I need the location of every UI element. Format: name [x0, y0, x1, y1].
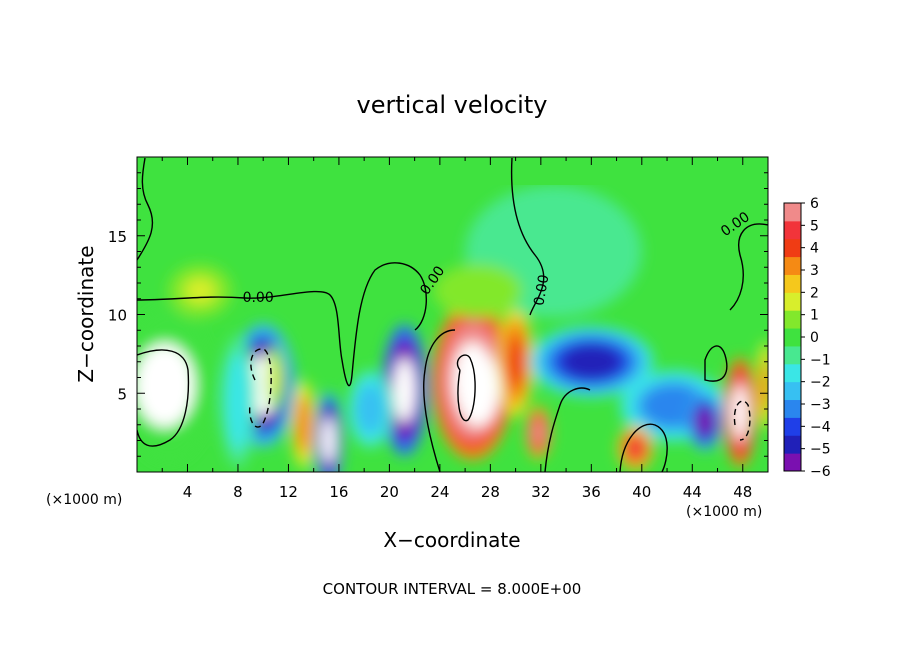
velocity-cell	[626, 437, 645, 460]
velocity-cell	[271, 361, 281, 394]
y-axis-label: Z−coordinate	[74, 245, 98, 382]
colorbar-swatch	[784, 203, 801, 222]
velocity-cell	[761, 363, 768, 407]
x-tick-label: 20	[380, 483, 399, 501]
colorbar-tick-label: −2	[810, 375, 831, 391]
colorbar-swatch	[784, 345, 801, 365]
contour-line	[619, 423, 668, 472]
contour-line	[422, 329, 456, 472]
x-unit-right: (×1000 m)	[686, 504, 762, 520]
velocity-cell	[561, 344, 622, 379]
contour-line	[137, 349, 190, 447]
x-tick-label: 8	[233, 483, 243, 501]
x-tick-label: 44	[683, 483, 702, 501]
contour-line	[510, 157, 545, 316]
x-tick-label: 4	[183, 483, 193, 501]
x-tick-label: 12	[279, 483, 298, 501]
velocity-cell	[456, 278, 500, 304]
velocity-cell	[507, 334, 525, 389]
colorbar-tick-label: −3	[810, 397, 831, 413]
colorbar-tick-label: −4	[810, 419, 831, 435]
velocity-cell	[359, 389, 382, 429]
contour-line	[729, 223, 768, 311]
x-tick-label: 48	[733, 483, 752, 501]
contour-line	[544, 387, 591, 472]
y-tick-label: 10	[108, 307, 127, 325]
colorbar-swatch	[784, 453, 801, 472]
colorbar-swatch	[784, 256, 801, 275]
colorbar-swatch	[784, 274, 801, 293]
contour-line	[456, 354, 476, 422]
colorbar-tick-label: 0	[810, 330, 819, 346]
colorbar-swatch	[784, 363, 801, 383]
colorbar-swatch	[784, 292, 801, 311]
colorbar-swatch	[784, 238, 801, 258]
colorbar-swatch	[784, 328, 801, 347]
contour-label: 0.00	[531, 273, 552, 306]
velocity-cell	[229, 368, 247, 434]
velocity-cell	[510, 219, 597, 284]
y-axis: 5 10 15	[108, 156, 768, 473]
x-tick-label: 36	[582, 483, 601, 501]
colorbar-tick-label: 6	[810, 196, 819, 212]
colorbar-swatch	[784, 220, 801, 240]
colorbar-tick-label: −5	[810, 442, 831, 458]
velocity-core	[137, 343, 195, 428]
x-tick-label: 16	[329, 483, 348, 501]
contour-line	[733, 400, 751, 441]
colorbar-swatch	[784, 399, 801, 418]
contour-line	[137, 157, 154, 261]
colorbar-tick-label: −6	[810, 464, 831, 480]
colorbar-tick-label: 3	[810, 263, 819, 279]
velocity-cell	[393, 357, 416, 423]
velocity-cell	[184, 278, 216, 304]
colorbar-swatch	[784, 381, 801, 401]
velocity-cell	[532, 419, 545, 446]
contour-line	[704, 345, 728, 382]
velocity-cell	[297, 403, 310, 447]
x-tick-label: 40	[632, 483, 651, 501]
x-unit-left: (×1000 m)	[46, 492, 122, 508]
colorbar-swatch	[784, 435, 801, 454]
x-tick-label: 32	[531, 483, 550, 501]
velocity-cell	[647, 388, 700, 423]
x-tick-label: 28	[481, 483, 500, 501]
colorbar-tick-label: 1	[810, 308, 819, 324]
colorbar-swatch	[784, 310, 801, 329]
chart-title: vertical velocity	[357, 91, 548, 119]
x-axis: 4 8 12 16 20 24 28 32 36 40 44 48	[136, 157, 769, 501]
colorbar-tick-label: 4	[810, 241, 819, 257]
velocity-field	[137, 185, 768, 472]
plot-area: 0.00 0.00 0.000.00	[137, 157, 768, 472]
colorbar-tick-label: −1	[810, 352, 831, 368]
velocity-cell	[732, 385, 748, 439]
colorbar-tick-label: 2	[810, 285, 819, 301]
colorbar-tick-label: 5	[810, 218, 819, 234]
contour-label: 0.00	[243, 290, 274, 306]
contour-line	[137, 262, 428, 387]
velocity-core	[455, 350, 500, 427]
contour-interval-note: CONTOUR INTERVAL = 8.000E+00	[323, 580, 582, 598]
y-tick-label: 15	[108, 228, 127, 246]
velocity-cell	[696, 407, 714, 436]
y-tick-label: 5	[117, 385, 127, 403]
colorbar-swatch	[784, 417, 801, 436]
colorbar: 6 5 4 3 2 1 0 −1 −2 −3 −4 −5 −6	[783, 196, 831, 480]
contour-lines	[137, 157, 768, 472]
x-tick-label: 24	[430, 483, 449, 501]
velocity-cell	[321, 416, 336, 465]
x-axis-label: X−coordinate	[383, 528, 520, 552]
